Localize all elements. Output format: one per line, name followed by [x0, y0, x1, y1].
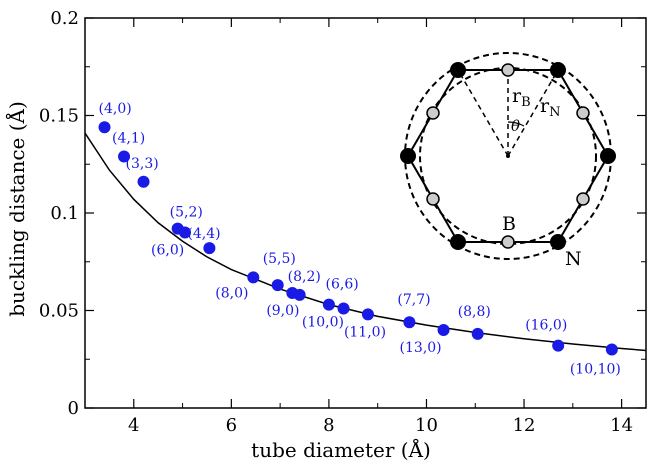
y-tick-label: 0.05: [39, 301, 79, 322]
point-label: (10,10): [570, 362, 621, 378]
data-point: [471, 327, 484, 340]
data-point: [337, 302, 350, 315]
point-label: (8,0): [215, 285, 248, 301]
point-label: (8,2): [288, 269, 321, 285]
data-point: [118, 150, 131, 163]
boron-atom: [576, 106, 590, 120]
boron-atom-label: B: [502, 213, 516, 235]
x-tick-label: 8: [323, 415, 334, 436]
nitrogen-atom-label: N: [565, 248, 582, 270]
y-tick-label: 0.2: [50, 8, 79, 29]
rb-label: rB: [512, 85, 531, 110]
y-axis-label: buckling distance (Å): [4, 101, 29, 317]
data-point: [322, 298, 335, 311]
atoms: [400, 62, 616, 250]
point-label: (11,0): [344, 324, 386, 340]
bn-ring-inset: rB rN θ B N: [400, 52, 616, 270]
point-label: (8,8): [458, 304, 491, 320]
data-points: [98, 121, 618, 356]
center-dot: [506, 154, 510, 158]
data-point: [437, 324, 450, 336]
data-point: [203, 242, 216, 255]
theta-arc: [507, 121, 525, 127]
boron-atom: [501, 235, 515, 249]
boron-atom: [426, 192, 440, 206]
x-axis-label: tube diameter (Å): [251, 437, 431, 462]
axis-ticks: 4 6 8 10 12 14 0 0.05 0.1 0.15 0.2: [39, 8, 646, 436]
data-point: [98, 121, 111, 134]
point-label: (7,7): [397, 292, 430, 308]
point-label: (6,0): [151, 243, 184, 259]
point-label: (16,0): [525, 318, 567, 334]
boron-atom: [576, 192, 590, 206]
point-label: (5,5): [263, 251, 296, 267]
point-label: (6,6): [326, 277, 359, 293]
boron-atom: [426, 106, 440, 120]
data-point: [137, 175, 150, 188]
data-point: [179, 226, 192, 239]
y-tick-label: 0.15: [39, 106, 79, 127]
point-label: (13,0): [400, 340, 442, 356]
x-tick-label: 12: [513, 415, 536, 436]
point-label: (4,4): [187, 226, 220, 242]
radius-line-n2: [507, 69, 559, 157]
point-label: (10,0): [302, 315, 344, 331]
nitrogen-atom: [550, 62, 566, 78]
nitrogen-atom: [450, 234, 466, 250]
theta-label: θ: [511, 117, 520, 135]
data-point: [293, 288, 306, 301]
x-tick-label: 14: [610, 415, 633, 436]
data-point: [552, 339, 565, 352]
radius-line-n: [457, 69, 509, 157]
x-tick-label: 10: [415, 415, 438, 436]
x-tick-label: 4: [128, 415, 139, 436]
point-label: (4,1): [112, 130, 145, 146]
data-point: [361, 308, 374, 321]
boron-atom: [501, 63, 515, 77]
point-labels: (4,0) (4,1) (3,3) (5,2) (6,0)(4,4) (8,0) (5,5)…: [99, 101, 621, 377]
rn-label: rN: [540, 95, 560, 120]
point-label: (3,3): [126, 156, 159, 172]
x-tick-label: 6: [226, 415, 237, 436]
point-label: (4,0): [99, 101, 132, 117]
data-point: [247, 271, 260, 284]
data-point: [605, 343, 618, 356]
data-point: [271, 279, 284, 292]
point-label: (5,2): [170, 205, 203, 221]
y-tick-label: 0: [68, 398, 79, 419]
data-point: [403, 316, 416, 329]
nitrogen-atom: [600, 148, 616, 164]
nitrogen-atom: [550, 234, 566, 250]
nitrogen-atom: [450, 62, 466, 78]
nitrogen-atom: [400, 148, 416, 164]
point-label: (9,0): [266, 303, 299, 319]
y-tick-label: 0.1: [50, 203, 79, 224]
